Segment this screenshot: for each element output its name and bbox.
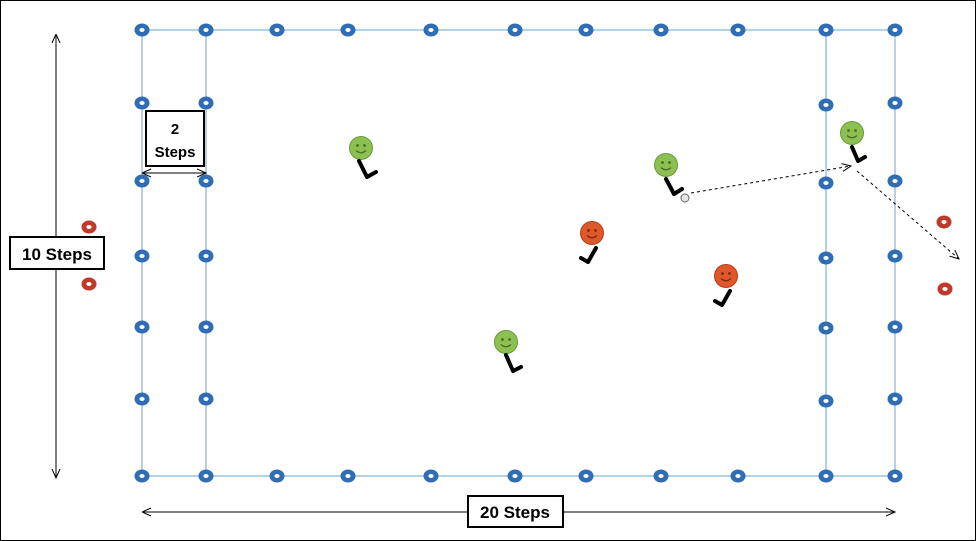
zone-label-number: 2 bbox=[171, 121, 179, 138]
red-player-2 bbox=[713, 263, 739, 307]
cone-icon bbox=[887, 96, 903, 110]
run-arrow bbox=[856, 170, 959, 259]
cone-icon bbox=[653, 23, 669, 37]
smiley-player-icon bbox=[493, 329, 519, 355]
cone-icon bbox=[578, 23, 594, 37]
smiley-player-icon bbox=[348, 135, 374, 161]
cone-icon bbox=[730, 23, 746, 37]
cone-icon bbox=[887, 392, 903, 406]
cone-icon bbox=[81, 277, 97, 291]
cone-icon bbox=[269, 23, 285, 37]
smiley-player-icon bbox=[653, 152, 679, 178]
red-player-1 bbox=[579, 220, 605, 264]
cone-icon bbox=[937, 282, 953, 296]
cone-icon bbox=[887, 469, 903, 483]
cone-icon bbox=[198, 320, 214, 334]
cone-icon bbox=[730, 469, 746, 483]
cone-icon bbox=[653, 469, 669, 483]
cone-icon bbox=[340, 23, 356, 37]
cone-icon bbox=[818, 176, 834, 190]
smiley-player-icon bbox=[839, 120, 865, 146]
width-label-box: 20 Steps bbox=[467, 495, 564, 528]
cone-icon bbox=[887, 174, 903, 188]
cone-icon bbox=[134, 469, 150, 483]
cone-icon bbox=[134, 249, 150, 263]
cone-icon bbox=[198, 392, 214, 406]
field-boundary bbox=[141, 29, 896, 477]
dimension-arrows bbox=[56, 35, 895, 512]
cone-icon bbox=[134, 174, 150, 188]
stick-icon bbox=[713, 289, 732, 307]
field-lines bbox=[141, 29, 896, 477]
smiley-player-icon bbox=[713, 263, 739, 289]
cone-icon bbox=[134, 320, 150, 334]
cone-icon bbox=[818, 321, 834, 335]
cone-icon bbox=[818, 469, 834, 483]
width-label: 20 Steps bbox=[480, 503, 550, 522]
cone-icon bbox=[134, 392, 150, 406]
cone-icon bbox=[818, 394, 834, 408]
cone-icon bbox=[198, 23, 214, 37]
stick-icon bbox=[504, 353, 523, 373]
height-label-box: 10 Steps bbox=[9, 236, 105, 270]
cone-icon bbox=[423, 23, 439, 37]
cone-icon bbox=[198, 96, 214, 110]
cone-icon bbox=[887, 249, 903, 263]
green-player-3 bbox=[839, 120, 867, 163]
movement-arrows bbox=[690, 166, 959, 259]
stick-icon bbox=[357, 159, 378, 179]
green-player-1 bbox=[348, 135, 378, 179]
cone-icon bbox=[134, 96, 150, 110]
height-label: 10 Steps bbox=[22, 245, 92, 264]
cone-icon bbox=[81, 220, 97, 234]
cone-icon bbox=[423, 469, 439, 483]
green-player-4 bbox=[493, 329, 523, 373]
cone-icon bbox=[936, 215, 952, 229]
cone-icon bbox=[887, 320, 903, 334]
cone-icon bbox=[198, 469, 214, 483]
zone-label-word: Steps bbox=[155, 144, 196, 161]
zone-label-box: 2 Steps bbox=[145, 110, 205, 167]
cone-icon bbox=[134, 23, 150, 37]
cone-icon bbox=[818, 98, 834, 112]
blue-cones bbox=[134, 23, 903, 483]
cone-icon bbox=[818, 23, 834, 37]
cone-icon bbox=[198, 174, 214, 188]
cone-icon bbox=[340, 469, 356, 483]
cone-icon bbox=[507, 469, 523, 483]
green-player-2 bbox=[653, 152, 690, 203]
stick-icon bbox=[850, 145, 867, 163]
stick-icon bbox=[579, 246, 598, 264]
cone-icon bbox=[269, 469, 285, 483]
cone-icon bbox=[507, 23, 523, 37]
smiley-player-icon bbox=[579, 220, 605, 246]
cone-icon bbox=[818, 251, 834, 265]
cone-icon bbox=[198, 249, 214, 263]
ball-icon bbox=[680, 193, 690, 203]
stick-icon bbox=[664, 177, 684, 196]
cone-icon bbox=[887, 23, 903, 37]
cone-icon bbox=[578, 469, 594, 483]
